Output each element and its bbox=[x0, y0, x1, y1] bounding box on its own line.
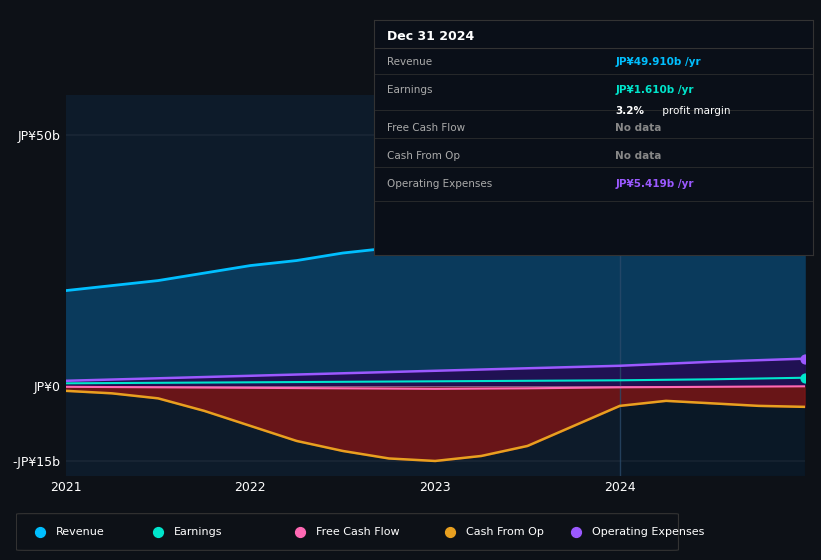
Point bbox=[798, 374, 811, 382]
Point bbox=[798, 131, 811, 140]
Text: No data: No data bbox=[615, 123, 662, 133]
Text: JP¥49.910b /yr: JP¥49.910b /yr bbox=[615, 57, 701, 67]
Text: No data: No data bbox=[615, 151, 662, 161]
Text: JP¥1.610b /yr: JP¥1.610b /yr bbox=[615, 85, 694, 95]
Point bbox=[570, 528, 583, 536]
Text: Earnings: Earnings bbox=[387, 85, 432, 95]
Text: Earnings: Earnings bbox=[174, 527, 222, 537]
Point bbox=[443, 528, 456, 536]
Text: Cash From Op: Cash From Op bbox=[466, 527, 544, 537]
Text: JP¥5.419b /yr: JP¥5.419b /yr bbox=[615, 179, 694, 189]
Text: Free Cash Flow: Free Cash Flow bbox=[387, 123, 465, 133]
Point bbox=[34, 528, 47, 536]
Text: Operating Expenses: Operating Expenses bbox=[592, 527, 704, 537]
Point bbox=[798, 354, 811, 363]
Text: Operating Expenses: Operating Expenses bbox=[387, 179, 492, 189]
Text: Cash From Op: Cash From Op bbox=[387, 151, 460, 161]
Text: Free Cash Flow: Free Cash Flow bbox=[316, 527, 400, 537]
Point bbox=[294, 528, 307, 536]
Bar bbox=[620, 95, 805, 476]
Text: profit margin: profit margin bbox=[659, 106, 731, 116]
Text: Revenue: Revenue bbox=[56, 527, 104, 537]
Text: Revenue: Revenue bbox=[387, 57, 432, 67]
Text: 3.2%: 3.2% bbox=[615, 106, 644, 116]
Point bbox=[152, 528, 165, 536]
Text: Dec 31 2024: Dec 31 2024 bbox=[387, 30, 474, 43]
